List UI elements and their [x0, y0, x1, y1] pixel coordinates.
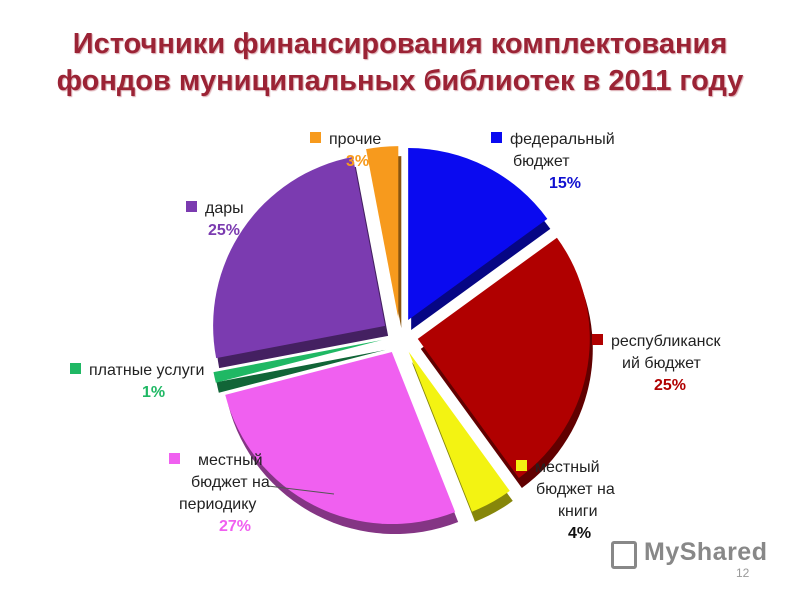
swatch-local-periodicals	[169, 453, 180, 464]
pie-slice-gifts	[213, 156, 389, 369]
chart-title: Источники финансирования комплектования …	[0, 26, 800, 100]
pie-slice-top-paid-services	[213, 339, 383, 383]
swatch-local-books	[516, 460, 527, 471]
page-number: 12	[736, 566, 750, 580]
swatch-paid-services	[70, 363, 81, 374]
pie-slice-top-local-periodicals	[225, 352, 456, 525]
swatch-gifts	[186, 201, 197, 212]
pie-slice-other	[366, 146, 402, 329]
pie-slice-local-books	[408, 351, 513, 522]
label-local-periodicals: местный бюджет на периодику 27%	[169, 450, 270, 538]
pie-slice-federal	[408, 147, 551, 330]
pie-slice-top-other	[366, 146, 399, 319]
label-other: прочие 3%	[310, 129, 381, 173]
label-federal: федеральный бюджет 15%	[491, 129, 615, 195]
pie-slice-top-federal	[408, 147, 548, 320]
watermark-icon	[611, 541, 637, 569]
title-line-1: Источники финансирования комплектования	[72, 28, 728, 60]
label-gifts: дары 25%	[186, 198, 244, 242]
swatch-other	[310, 132, 321, 143]
title-line-2: фондов муниципальных библиотек в 2011 го…	[56, 65, 744, 97]
pie-slice-top-local-books	[408, 351, 510, 512]
swatch-federal	[491, 132, 502, 143]
pie-slice-local-periodicals	[225, 352, 459, 535]
label-local-books: местный бюджет на книги 4%	[516, 457, 615, 545]
leader-line-local-periodicals	[267, 485, 335, 495]
pie-slice-paid-services	[213, 339, 386, 393]
pie-slice-top-gifts	[213, 156, 386, 359]
label-republic: республиканск ий бюджет 25%	[592, 331, 720, 397]
swatch-republic	[592, 334, 603, 345]
pie-slice-republic	[417, 237, 593, 488]
watermark: MyShared	[644, 538, 768, 566]
pie-slice-side-paid-services	[216, 349, 386, 393]
pie-slice-top-republic	[417, 237, 590, 478]
label-paid-services: платные услуги 1%	[70, 360, 204, 404]
